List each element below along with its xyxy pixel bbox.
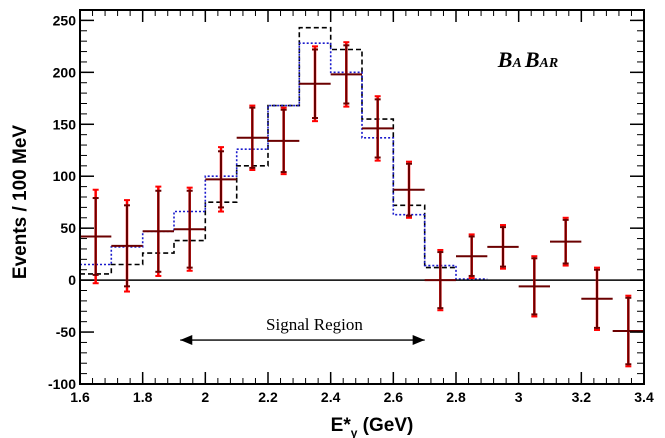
data-point [111,199,143,293]
x-tick-label: 2 [201,389,209,405]
data-point [174,186,206,272]
experiment-label: BA BAR [497,47,558,72]
data-point [550,216,582,267]
x-tick-label: 2.8 [446,389,466,405]
y-tick-label: 250 [53,12,77,28]
data-point [612,294,644,368]
data-point [518,255,550,318]
data-points-layer [80,41,644,368]
x-axis-title: E*γ (GeV) [331,415,414,438]
data-point [268,106,300,176]
signal-region-arrow [180,335,425,346]
x-tick-label: 1.6 [70,389,90,405]
y-tick-label: 100 [53,168,77,184]
experiment-label-part-1: B [497,47,513,72]
data-point [205,146,237,213]
x-axis-title-subscript: γ [351,426,358,438]
data-point [581,266,613,331]
arrow-head-left [180,335,193,346]
data-point [487,224,519,270]
data-point [236,104,268,171]
y-axis-title: Events / 100 MeV [10,125,31,280]
data-point [80,188,112,285]
y-tick-label: -100 [48,376,76,392]
experiment-label-part-4: AR [539,56,559,71]
y-tick-label: 150 [53,116,77,132]
y-tick-label: 0 [68,272,76,288]
x-tick-label: 3 [515,389,523,405]
x-tick-label: 3.2 [572,389,592,405]
data-point [393,160,425,219]
x-tick-label: 1.8 [133,389,153,405]
data-point [299,45,331,123]
data-point [424,248,456,312]
x-tick-label: 3.4 [634,389,654,405]
tick-labels-layer: 1.6 1.8 2 2.2 2.4 2.6 2.8 3 3.2 3.4 -100 -50 0 50 100 1… [48,12,654,405]
x-axis-title-unit: (GeV) [357,415,413,436]
signal-region-label: Signal Region [266,315,363,334]
data-point [362,95,394,162]
x-tick-label: 2.6 [384,389,404,405]
experiment-label-part-3: B [524,47,540,72]
x-tick-label: 2.4 [321,389,341,405]
arrow-head-right [412,335,425,346]
histogram-dashed [80,26,456,275]
x-tick-label: 2.2 [258,389,278,405]
experiment-label-part-2: A [511,56,521,71]
data-point [142,185,174,277]
y-tick-label: 200 [53,64,77,80]
data-point [330,41,362,108]
y-tick-label: 50 [60,220,76,236]
axis-ticks-layer [79,9,645,385]
x-axis-title-main: E* [331,415,352,436]
data-point [456,233,488,280]
y-tick-label: -50 [56,324,76,340]
